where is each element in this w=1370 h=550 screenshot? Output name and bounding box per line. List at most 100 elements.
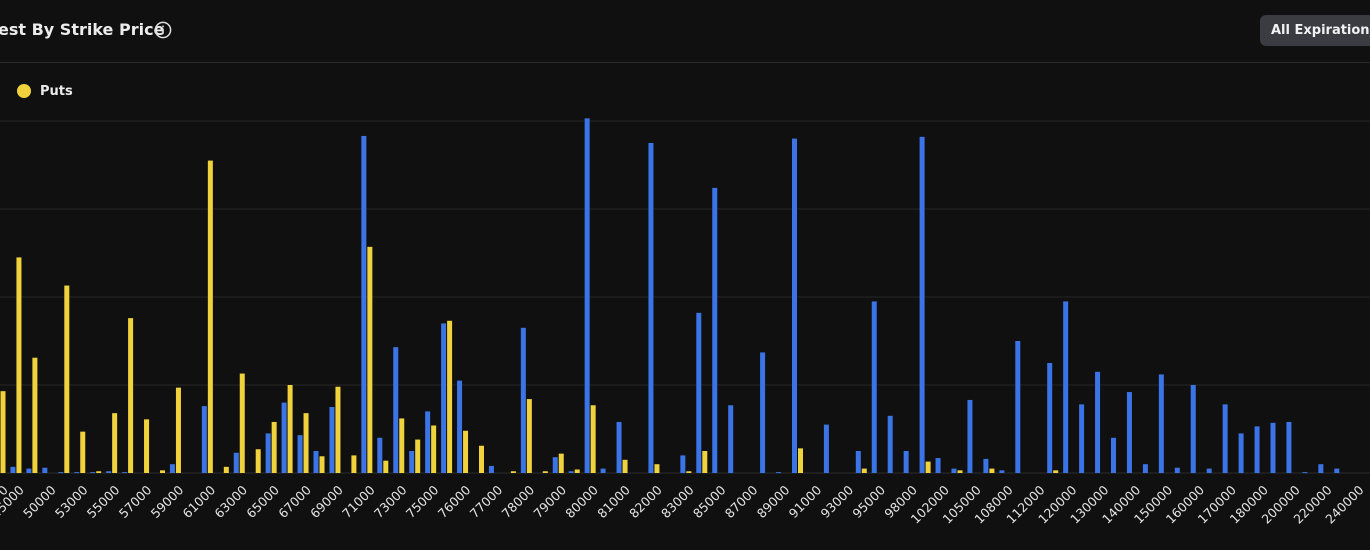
calls-bar-125000[interactable] [1079,404,1085,473]
legend-puts-label[interactable]: Puts [40,83,73,99]
puts-bar-57000[interactable] [144,419,150,473]
calls-bar-102000[interactable] [935,458,941,473]
calls-bar-130000[interactable] [1095,371,1101,473]
calls-bar-77000[interactable] [488,465,494,473]
calls-bar-66000[interactable] [281,402,287,473]
puts-bar-106000[interactable] [989,468,995,473]
calls-bar-56000[interactable] [122,472,128,474]
puts-bar-59000[interactable] [175,387,181,473]
puts-bar-76000[interactable] [463,430,469,473]
calls-bar-89000[interactable] [776,472,782,474]
puts-bar-74000[interactable] [415,439,421,473]
puts-bar-81000[interactable] [622,459,628,473]
legend-puts-swatch[interactable] [17,84,31,98]
calls-bar-80500[interactable] [600,468,606,473]
puts-bar-71000[interactable] [367,246,373,473]
puts-bar-77500[interactable] [510,471,516,473]
puts-bar-70000[interactable] [351,455,357,473]
puts-bar-80000[interactable] [590,405,596,473]
puts-bar-68000[interactable] [319,456,325,473]
calls-bar-150000[interactable] [1158,374,1164,473]
puts-bar-55000[interactable] [112,413,118,473]
puts-bar-64000[interactable] [255,449,261,473]
calls-bar-85000[interactable] [712,187,718,473]
puts-bar-61000[interactable] [207,160,213,473]
puts-bar-76500[interactable] [479,445,484,473]
calls-bar-84000[interactable] [696,312,702,473]
puts-bar-53000[interactable] [80,431,86,473]
calls-bar-79500[interactable] [568,471,574,473]
puts-bar-56000[interactable] [128,318,134,473]
puts-bar-72000[interactable] [383,460,389,473]
calls-bar-170000[interactable] [1222,404,1228,473]
calls-bar-52000[interactable] [58,472,64,474]
puts-bar-94000[interactable] [861,468,867,473]
calls-bar-73000[interactable] [393,347,399,473]
calls-bar-72000[interactable] [377,437,383,473]
all-expirations-button[interactable]: All Expirations [1260,15,1370,46]
calls-bar-140000[interactable] [1126,392,1132,473]
puts-bar-79000[interactable] [558,453,564,473]
calls-bar-220000[interactable] [1318,464,1324,473]
puts-bar-45000[interactable] [16,257,22,473]
puts-bar-66000[interactable] [287,385,293,473]
puts-bar-115000[interactable] [1053,470,1059,473]
calls-bar-55000[interactable] [106,471,112,473]
puts-bar-78500[interactable] [542,471,548,473]
puts-bar-58000[interactable] [160,470,165,473]
calls-bar-210000[interactable] [1302,472,1308,474]
calls-bar-50000[interactable] [42,467,48,473]
calls-bar-47000[interactable] [26,468,32,473]
calls-bar-86000[interactable] [728,405,734,473]
info-circle-icon[interactable] [154,21,172,39]
calls-bar-88000[interactable] [760,352,766,473]
puts-bar-84000[interactable] [702,451,708,473]
calls-bar-94000[interactable] [855,451,861,473]
calls-bar-155000[interactable] [1174,467,1180,473]
calls-bar-106000[interactable] [983,458,989,473]
puts-bar-47000[interactable] [32,357,38,473]
puts-bar-40000[interactable] [0,391,6,473]
calls-bar-69000[interactable] [329,407,335,473]
puts-bar-52000[interactable] [64,285,70,473]
puts-bar-54000[interactable] [96,471,102,473]
calls-bar-95000[interactable] [871,301,877,473]
calls-bar-115000[interactable] [1047,363,1053,473]
calls-bar-78000[interactable] [520,327,526,473]
puts-bar-73000[interactable] [399,418,405,473]
calls-bar-82000[interactable] [648,143,654,473]
calls-bar-120000[interactable] [1063,301,1069,473]
puts-bar-79500[interactable] [574,469,580,473]
puts-bar-75500[interactable] [447,320,453,473]
calls-bar-61000[interactable] [201,406,207,473]
calls-bar-80000[interactable] [584,118,590,474]
calls-bar-190000[interactable] [1270,422,1276,473]
puts-bar-83000[interactable] [686,471,692,473]
calls-bar-175000[interactable] [1238,433,1244,473]
calls-bar-165000[interactable] [1206,468,1212,473]
calls-bar-92000[interactable] [823,424,829,473]
calls-bar-230000[interactable] [1334,468,1340,473]
calls-bar-108000[interactable] [999,470,1005,473]
calls-bar-145000[interactable] [1142,464,1148,473]
puts-bar-62000[interactable] [223,466,229,473]
calls-bar-135000[interactable] [1111,437,1116,473]
calls-bar-75000[interactable] [425,411,431,473]
calls-bar-67000[interactable] [297,435,303,473]
calls-bar-200000[interactable] [1286,421,1292,473]
puts-bar-90000[interactable] [798,448,803,473]
puts-bar-104000[interactable] [957,470,963,473]
calls-bar-105000[interactable] [967,399,973,473]
calls-bar-53000[interactable] [74,472,80,474]
calls-bar-160000[interactable] [1190,385,1196,473]
calls-bar-83000[interactable] [680,455,686,473]
calls-bar-65000[interactable] [265,433,271,473]
calls-bar-75500[interactable] [441,323,447,473]
calls-bar-45000[interactable] [10,466,16,473]
puts-bar-65000[interactable] [271,421,277,473]
calls-bar-96000[interactable] [887,415,893,473]
puts-bar-78000[interactable] [526,399,532,473]
calls-bar-180000[interactable] [1254,426,1260,473]
puts-bar-63000[interactable] [239,373,245,473]
calls-bar-68000[interactable] [313,451,319,473]
